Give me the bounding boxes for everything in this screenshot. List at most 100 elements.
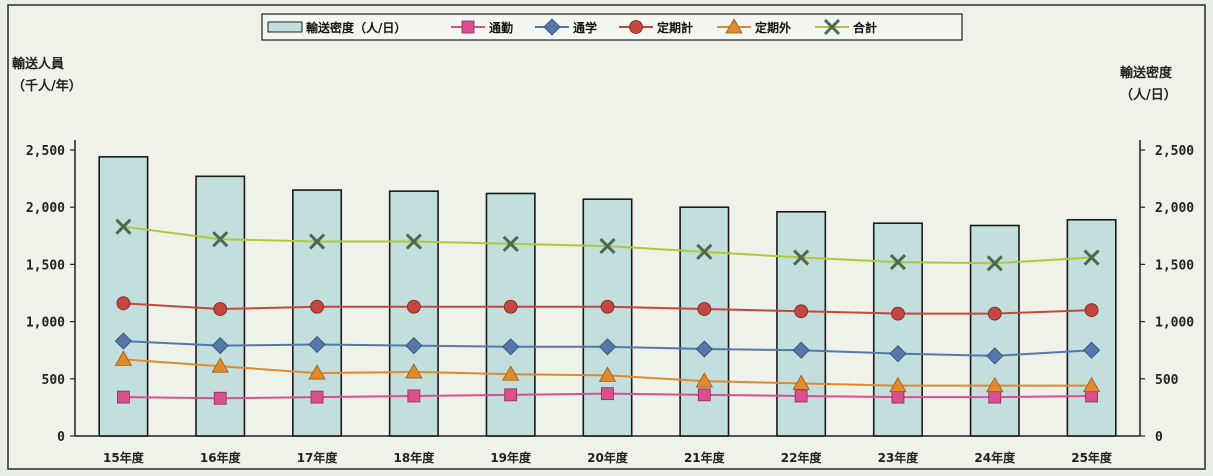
left-axis-title-line1: 輸送人員 xyxy=(12,56,64,72)
data-point-circle xyxy=(503,299,518,314)
category-label: 19年度 xyxy=(490,450,532,465)
data-point-x xyxy=(502,235,519,252)
right-axis-title-line2: （人/日） xyxy=(1120,87,1177,103)
data-point-diamond xyxy=(502,338,520,356)
left-axis-title-line2: （千人/年） xyxy=(12,78,82,94)
data-point-square xyxy=(310,390,324,404)
line-series-group xyxy=(114,218,1101,405)
data-point-x xyxy=(823,18,841,36)
data-point-circle xyxy=(310,299,324,314)
data-point-circle xyxy=(1084,303,1099,318)
legend-label: 定期計 xyxy=(657,20,693,35)
category-label: 17年度 xyxy=(297,450,339,465)
data-point-x xyxy=(405,233,422,250)
category-label: 16年度 xyxy=(200,450,242,465)
bar xyxy=(969,224,1020,437)
data-point-diamond xyxy=(405,337,423,355)
data-point-triangle xyxy=(501,365,520,381)
right-tick-label: 0 xyxy=(1155,430,1163,445)
category-label: 21年度 xyxy=(684,450,726,465)
bar xyxy=(872,222,923,437)
data-point-square xyxy=(601,387,614,401)
right-tick-label: 1,500 xyxy=(1155,258,1194,273)
data-point-triangle xyxy=(1082,376,1101,393)
left-tick-label: 500 xyxy=(42,373,66,388)
data-point-circle xyxy=(600,299,615,314)
data-point-diamond xyxy=(1083,341,1101,359)
category-label: 20年度 xyxy=(587,450,629,465)
data-point-circle xyxy=(406,299,421,314)
data-point-square xyxy=(461,20,475,34)
data-point-circle xyxy=(116,296,131,311)
right-axis-title-line1: 輸送密度 xyxy=(1120,65,1173,81)
left-tick-label: 1,000 xyxy=(26,316,65,331)
bar xyxy=(582,198,633,437)
data-point-triangle xyxy=(792,374,810,390)
data-point-x-stroke xyxy=(212,231,229,248)
bar xyxy=(1066,218,1117,437)
data-point-x xyxy=(986,255,1003,272)
bar xyxy=(776,210,827,437)
data-point-square xyxy=(988,390,1002,404)
data-point-triangle xyxy=(695,372,714,388)
data-point-triangle xyxy=(114,350,133,366)
legend-swatch-bar xyxy=(267,21,303,33)
legend: 輸送密度（人/日） 通勤 通学 定期計 定期外 合計 xyxy=(261,13,963,41)
legend-label: 定期外 xyxy=(755,20,791,35)
data-point-triangle xyxy=(725,18,743,34)
data-point-square xyxy=(697,388,711,402)
data-point-x xyxy=(696,243,713,260)
right-tick-label: 2,500 xyxy=(1155,144,1194,159)
data-point-x-stroke xyxy=(405,233,422,250)
category-label: 24年度 xyxy=(974,450,1016,465)
legend-label: 輸送密度（人/日） xyxy=(306,20,406,35)
category-label: 22年度 xyxy=(781,450,823,465)
category-label: 18年度 xyxy=(394,450,436,465)
data-point-circle xyxy=(987,306,1002,321)
data-point-x-stroke xyxy=(1083,249,1100,266)
data-point-circle xyxy=(794,304,809,319)
data-point-diamond xyxy=(308,335,326,354)
data-point-square xyxy=(407,389,421,403)
left-tick-label: 2,000 xyxy=(26,201,65,216)
data-point-square xyxy=(794,389,808,403)
left-axis-ticks: 0 500 1,000 1,500 2,000 2,500 xyxy=(26,144,75,445)
data-point-x xyxy=(599,238,616,255)
data-point-triangle xyxy=(986,376,1004,393)
data-point-diamond xyxy=(114,332,132,350)
data-point-x-stroke xyxy=(308,233,326,250)
legend-label: 通勤 xyxy=(489,20,513,35)
left-tick-label: 0 xyxy=(57,430,65,445)
data-point-triangle xyxy=(889,376,907,393)
data-point-x-stroke xyxy=(889,254,907,271)
left-tick-label: 2,500 xyxy=(26,144,65,159)
category-labels: 15年度 16年度 17年度 18年度 19年度 20年度 21年度 22年度 23年度 24年度… xyxy=(103,450,1113,465)
bar xyxy=(679,206,730,437)
data-point-square xyxy=(213,391,227,405)
data-point-diamond xyxy=(889,345,907,363)
data-point-x-stroke xyxy=(115,218,132,235)
data-point-diamond xyxy=(986,347,1004,365)
data-point-circle xyxy=(697,302,712,316)
data-point-x xyxy=(889,254,907,271)
data-point-x xyxy=(212,231,229,248)
right-tick-label: 1,000 xyxy=(1155,316,1194,331)
data-point-x xyxy=(308,233,326,250)
right-axis-ticks: 0 500 1,000 1,500 2,000 2,500 xyxy=(1140,144,1194,445)
right-tick-label: 2,000 xyxy=(1155,201,1194,216)
right-tick-label: 500 xyxy=(1155,373,1179,388)
data-point-circle xyxy=(629,20,643,34)
data-point-x-stroke xyxy=(696,243,713,260)
data-point-square xyxy=(504,388,518,402)
data-point-diamond xyxy=(792,341,810,359)
data-point-circle xyxy=(891,306,905,321)
legend-label: 通学 xyxy=(573,20,597,35)
data-point-square xyxy=(117,390,130,404)
category-label: 25年度 xyxy=(1071,450,1113,465)
legend-box xyxy=(261,13,963,41)
data-point-x-stroke xyxy=(793,249,810,266)
data-point-triangle xyxy=(211,357,229,373)
data-point-square xyxy=(891,390,905,404)
